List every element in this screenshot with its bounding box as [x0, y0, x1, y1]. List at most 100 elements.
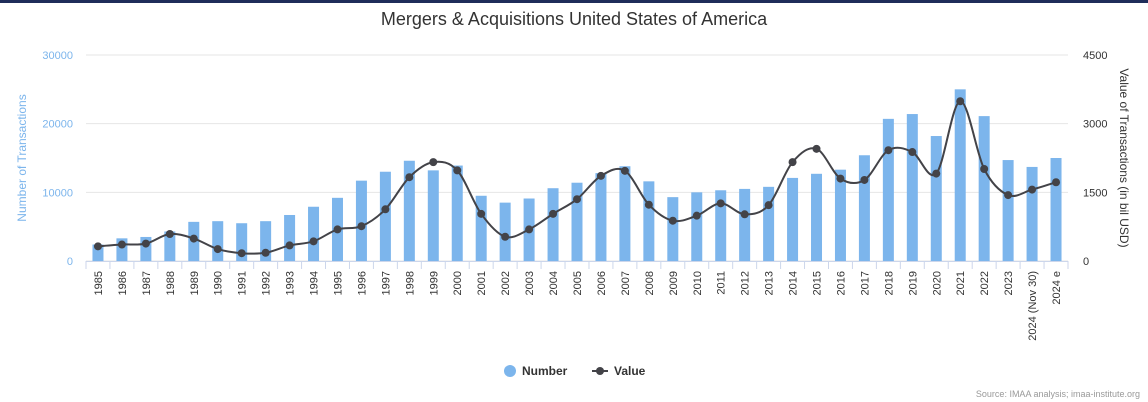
bar-2002[interactable]	[499, 202, 511, 261]
value-point-1990[interactable]	[213, 245, 222, 254]
value-point-2024-Nov-30-[interactable]	[1028, 185, 1037, 194]
value-point-1998[interactable]	[405, 173, 414, 182]
value-point-1993[interactable]	[285, 241, 294, 250]
bar-1999[interactable]	[427, 170, 439, 261]
value-series[interactable]	[93, 97, 1061, 258]
value-point-2017[interactable]	[860, 175, 869, 184]
bar-2008[interactable]	[643, 181, 655, 261]
bar-1998[interactable]	[403, 160, 415, 261]
bar-1985[interactable]	[92, 244, 104, 261]
value-point-2001[interactable]	[477, 209, 486, 218]
bar-2013[interactable]	[763, 186, 775, 261]
legend-item-value[interactable]: Value	[592, 364, 646, 378]
bar-1996[interactable]	[355, 180, 367, 261]
value-point-2021[interactable]	[956, 97, 965, 106]
value-point-2016[interactable]	[836, 174, 845, 183]
value-point-2019[interactable]	[908, 148, 917, 157]
bar-2011[interactable]	[715, 190, 727, 261]
value-point-1999[interactable]	[429, 158, 438, 167]
value-point-2006[interactable]	[596, 171, 605, 180]
bar-2004[interactable]	[547, 188, 559, 261]
x-tick-label: 2020	[931, 271, 943, 295]
bar-1994[interactable]	[308, 206, 320, 261]
bar-2024-Nov-30-[interactable]	[1026, 166, 1038, 261]
bar-2024-e[interactable]	[1050, 158, 1062, 261]
credits[interactable]: Source: IMAA analysis; imaa-institute.or…	[976, 389, 1140, 399]
value-point-1997[interactable]	[381, 205, 390, 214]
value-point-2010[interactable]	[692, 211, 701, 220]
bar-2005[interactable]	[571, 182, 583, 261]
value-point-2023[interactable]	[1004, 191, 1013, 200]
value-point-2020[interactable]	[932, 169, 941, 178]
bar-1991[interactable]	[236, 223, 248, 261]
x-tick-label: 2006	[596, 271, 608, 295]
value-point-1996[interactable]	[357, 222, 366, 231]
value-point-2005[interactable]	[573, 195, 581, 204]
bar-2022[interactable]	[978, 116, 990, 261]
value-point-1988[interactable]	[165, 229, 174, 238]
bar-2021[interactable]	[954, 89, 966, 261]
x-tick-label: 2022	[979, 271, 991, 295]
value-point-1987[interactable]	[141, 239, 150, 248]
bar-1993[interactable]	[284, 214, 296, 261]
value-point-1995[interactable]	[333, 225, 342, 234]
bar-2012[interactable]	[739, 188, 751, 261]
chart-title: Mergers & Acquisitions United States of …	[381, 9, 768, 29]
bar-2020[interactable]	[930, 136, 942, 261]
value-point-2002[interactable]	[501, 232, 510, 241]
value-point-2011[interactable]	[716, 199, 725, 208]
value-point-1986[interactable]	[117, 240, 126, 249]
legend-item-number[interactable]: Number	[504, 364, 568, 378]
value-point-2007[interactable]	[620, 166, 629, 175]
right-axis: 0 1500 3000 4500	[1083, 50, 1107, 268]
value-point-2024-e[interactable]	[1052, 178, 1061, 187]
value-point-1989[interactable]	[189, 234, 198, 243]
x-axis: 1985 1986 1987 1988 1989 1990 1991 1992 1993 1994…	[85, 261, 1069, 341]
bar-2014[interactable]	[787, 177, 799, 261]
bar-2016[interactable]	[834, 169, 846, 261]
bar-2019[interactable]	[906, 114, 918, 261]
bar-2000[interactable]	[451, 165, 463, 261]
bar-1997[interactable]	[379, 171, 391, 261]
value-point-2000[interactable]	[453, 166, 462, 175]
value-point-2003[interactable]	[525, 225, 534, 234]
x-tick-label: 2005	[572, 271, 584, 295]
bar-1988[interactable]	[164, 231, 176, 261]
x-tick-label: 1995	[332, 271, 344, 295]
value-point-2018[interactable]	[884, 146, 893, 155]
x-tick-label: 2014	[788, 271, 800, 295]
value-point-1992[interactable]	[261, 248, 270, 257]
bar-2009[interactable]	[667, 197, 679, 261]
value-point-2009[interactable]	[668, 216, 677, 225]
x-tick-label: 2017	[859, 271, 871, 295]
bar-1992[interactable]	[260, 221, 272, 261]
legend[interactable]: Number Value	[504, 364, 646, 378]
value-point-2022[interactable]	[980, 164, 989, 173]
value-point-2012[interactable]	[740, 210, 749, 219]
bar-2023[interactable]	[1002, 160, 1014, 261]
value-point-2015[interactable]	[812, 144, 821, 153]
bar-1987[interactable]	[140, 236, 152, 261]
x-tick-label: 2010	[692, 271, 704, 295]
number-series[interactable]	[92, 89, 1062, 261]
bar-2015[interactable]	[811, 173, 823, 261]
bar-1986[interactable]	[116, 238, 128, 261]
bar-2010[interactable]	[691, 192, 703, 261]
value-point-1991[interactable]	[237, 249, 246, 258]
right-axis-title: Value of Transactions (in bil USD)	[1117, 68, 1131, 247]
value-point-2013[interactable]	[764, 201, 773, 210]
bar-2001[interactable]	[475, 195, 487, 261]
value-point-1985[interactable]	[93, 242, 102, 251]
value-point-1994[interactable]	[309, 237, 318, 246]
left-axis-title: Number of Transactions	[15, 94, 29, 221]
value-point-2008[interactable]	[644, 200, 653, 209]
bar-2007[interactable]	[619, 166, 631, 261]
value-point-2014[interactable]	[788, 158, 797, 167]
bar-2006[interactable]	[595, 173, 607, 261]
x-tick-label: 2023	[1003, 271, 1015, 295]
value-point-2004[interactable]	[549, 209, 558, 218]
bar-2018[interactable]	[882, 118, 894, 261]
bar-2017[interactable]	[858, 155, 870, 261]
bar-1990[interactable]	[212, 221, 224, 261]
x-tick-label: 2024 (Nov 30)	[1027, 271, 1039, 341]
